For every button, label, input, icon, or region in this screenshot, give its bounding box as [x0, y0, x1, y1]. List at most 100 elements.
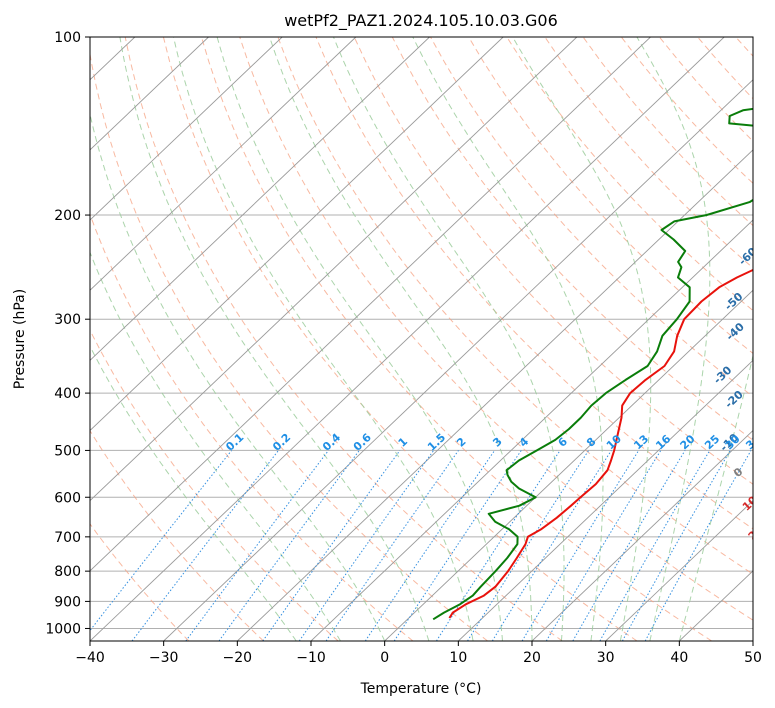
dry-adiabat-line: [162, 37, 638, 641]
isotherm-line: [458, 359, 753, 641]
x-tick-label: −20: [223, 650, 253, 666]
y-tick-label: 700: [54, 530, 81, 546]
isotherm-line: [90, 37, 578, 502]
mixing-ratio-line: [325, 450, 459, 641]
curve-value-label: 40: [770, 584, 775, 604]
isotherm-line: [237, 149, 753, 641]
sounding-series: [432, 107, 753, 621]
mixing-ratio-line: [644, 450, 752, 641]
moist-adiabat-line: [90, 251, 341, 641]
moist-adiabat-label: -70: [755, 195, 775, 218]
moist-adiabat-line: [636, 37, 711, 641]
x-tick-label: −10: [296, 650, 326, 666]
y-tick-label: 200: [54, 208, 81, 224]
moist-adiabats: [90, 37, 753, 641]
mixing-ratio-line: [90, 450, 232, 632]
moist-adiabat-label: -60: [736, 245, 760, 268]
mixing-ratio-lines: [90, 450, 752, 641]
dry-adiabat-line: [391, 37, 753, 441]
isotherms: [90, 37, 753, 641]
mixing-ratio-label: 16: [653, 432, 673, 452]
mixing-ratio-line: [521, 450, 640, 641]
dry-adiabat-line: [735, 37, 753, 57]
mixing-ratio-line: [298, 450, 435, 641]
mixing-ratio-line: [262, 450, 401, 641]
dry-adiabat-line: [544, 37, 753, 269]
moist-adiabat-line: [333, 37, 565, 641]
curve-value-label: 30: [757, 554, 775, 574]
y-axis-ticks: 100 200 300 400 500 600 700 800 900 1000: [45, 30, 90, 637]
mixing-ratio-label: 2: [454, 435, 468, 450]
moist-adiabat-label: -40: [724, 320, 748, 343]
mixing-ratio-line: [393, 450, 522, 641]
y-tick-label: 1000: [45, 621, 81, 637]
x-tick-label: 50: [744, 650, 762, 666]
mixing-ratio-label: 10: [604, 432, 624, 452]
dry-adiabat-line: [90, 429, 264, 641]
moist-adiabat-line: [678, 353, 753, 641]
isotherm-line: [310, 219, 753, 641]
x-tick-label: 20: [523, 650, 541, 666]
isotherm-line: [531, 429, 753, 641]
moist-adiabat-label: -50: [722, 290, 746, 313]
y-tick-label: 300: [54, 312, 81, 328]
isotherm-line: [752, 640, 753, 641]
mixing-ratio-label: 3: [490, 435, 504, 450]
dry-adiabat-line: [506, 37, 753, 312]
moist-adiabat-line: [90, 112, 386, 641]
y-tick-label: 600: [54, 490, 81, 506]
dry-adiabat-line: [277, 37, 753, 575]
mixing-ratio-line: [467, 450, 590, 641]
pressure-gridlines: [90, 37, 753, 629]
x-axis-label: Temperature (°C): [360, 681, 482, 697]
y-tick-label: 100: [54, 30, 81, 46]
dry-adiabats: [90, 37, 753, 641]
dewpoint-profile-line: [432, 107, 753, 621]
y-tick-label: 500: [54, 443, 81, 459]
y-tick-label: 900: [54, 594, 81, 610]
x-tick-label: 0: [380, 650, 389, 666]
moist-adiabat-line: [173, 37, 474, 641]
x-tick-label: 10: [449, 650, 467, 666]
plot-frame: [89, 36, 754, 642]
isotherm-line: [163, 79, 753, 641]
moist-adiabat-line: [412, 37, 604, 641]
x-tick-label: −30: [149, 650, 179, 666]
isotherm-line: [90, 37, 283, 221]
isotherm-line: [605, 500, 753, 641]
mixing-ratio-line: [491, 450, 612, 641]
dry-adiabat-line: [315, 37, 753, 530]
x-axis-ticks: −40 −30 −20 −10 0 10 20 30 40 50: [75, 641, 762, 666]
y-axis-label: Pressure (hPa): [12, 289, 28, 389]
mixing-ratio-line: [364, 450, 496, 641]
mixing-ratio-line: [621, 450, 731, 641]
mixing-ratio-label: 20: [678, 432, 698, 452]
x-tick-label: 40: [670, 650, 688, 666]
mixing-ratio-line: [435, 450, 561, 641]
moist-adiabat-line: [90, 345, 297, 641]
isotherm-line: [384, 289, 753, 641]
dry-adiabat-line: [430, 37, 753, 398]
mixing-ratio-label: 8: [584, 435, 598, 450]
moist-adiabat-line: [119, 37, 430, 641]
x-tick-label: 30: [597, 650, 615, 666]
chart-title: wetPf2_PAZ1.2024.105.10.03.G06: [284, 11, 558, 31]
isotherm-line: [90, 37, 504, 432]
y-tick-label: 400: [54, 386, 81, 402]
mixing-ratio-line: [599, 450, 711, 641]
dry-adiabat-line: [201, 37, 712, 641]
dry-adiabat-line: [90, 212, 414, 641]
plot-area: -100-90-80-70-60-50-40-30-20-10010203040…: [90, 37, 775, 641]
x-tick-label: −40: [75, 650, 105, 666]
isotherm-line: [90, 37, 209, 151]
mixing-ratio-label: 4: [517, 435, 532, 450]
dry-adiabat-line: [468, 37, 753, 355]
moist-adiabat-line: [216, 37, 503, 641]
mixing-ratio-label: 36: [743, 432, 763, 452]
moist-adiabat-label: -20: [722, 388, 746, 411]
dry-adiabat-line: [239, 37, 753, 621]
mixing-ratio-label: 6: [556, 435, 571, 450]
moist-adiabat-line: [512, 37, 652, 641]
mixing-ratio-line: [131, 450, 279, 641]
mixing-ratio-line: [185, 450, 329, 641]
